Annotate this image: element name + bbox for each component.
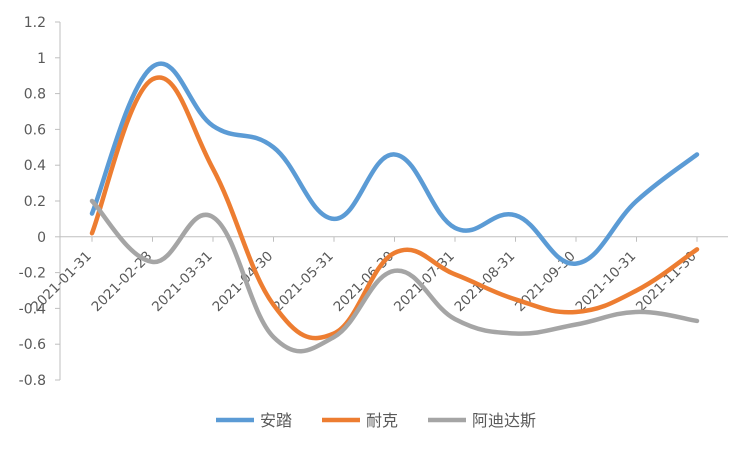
x-tick-label: 2021-07-31 [391,248,458,315]
series-line-1 [89,61,700,266]
legend-label: 耐克 [366,411,398,430]
x-tick-label: 2021-11-30 [633,248,700,315]
x-tick-label: 2021-01-31 [28,248,95,315]
y-tick-label: 0 [37,230,46,246]
legend-label: 阿迪达斯 [472,411,536,430]
x-tick-label: 2021-08-31 [452,248,519,315]
y-tick-label: 1.2 [24,15,46,31]
y-tick-label: -0.4 [19,301,46,317]
x-tick-label: 2021-05-31 [270,248,337,315]
series-line-3 [89,198,700,354]
y-tick-label: 0.8 [24,87,46,103]
y-tick-label: 1 [37,51,46,67]
x-tick-label: 2021-09-30 [512,248,579,315]
y-axis: 1.2 1 0.8 0.6 0.4 0.2 0 -0.2 -0.4 -0.6 -0.8 [19,15,61,389]
legend-label: 安踏 [260,411,292,430]
series-line-2 [89,75,700,341]
legend: 安踏 耐克 阿迪达斯 [216,411,536,430]
y-tick-label: 0.4 [24,158,46,174]
x-tick-label: 2021-03-31 [149,248,216,315]
y-tick-label: -0.8 [19,373,46,389]
y-tick-label: -0.6 [19,337,46,353]
series-lines [89,61,700,354]
y-tick-label: 0.6 [24,122,46,138]
y-tick-label: -0.2 [19,266,46,282]
y-tick-label: 0.2 [24,194,46,210]
x-tick-label: 2021-04-30 [210,248,277,315]
